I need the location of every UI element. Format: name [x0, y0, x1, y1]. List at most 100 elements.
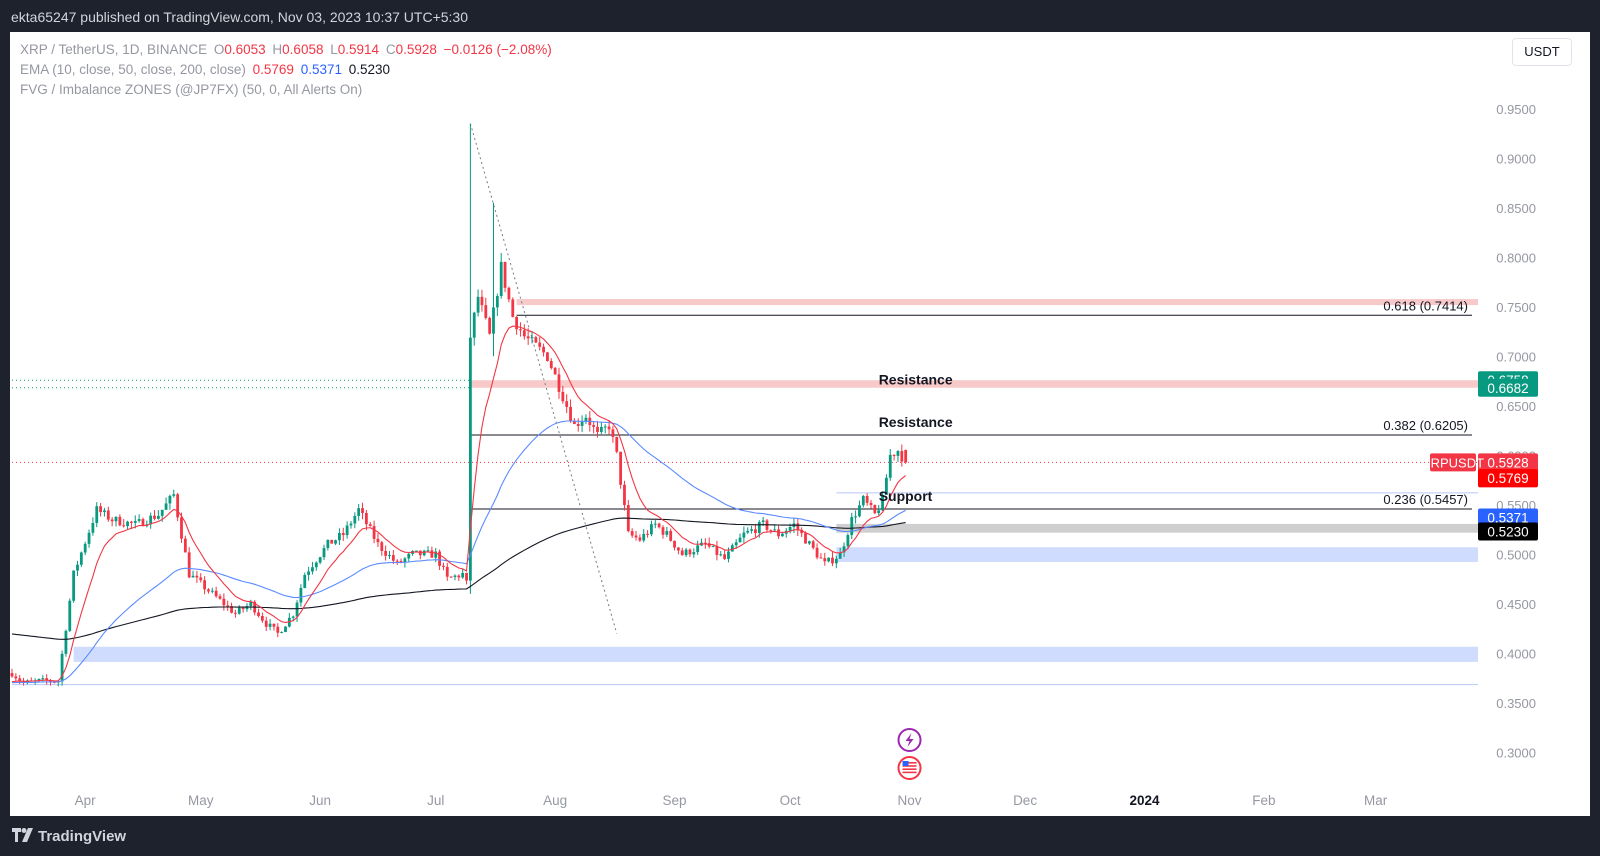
- candle-body: [738, 537, 742, 543]
- candle-body: [330, 539, 334, 544]
- candle-body: [534, 337, 538, 343]
- lightning-icon[interactable]: [897, 728, 922, 752]
- candle-body: [191, 575, 195, 578]
- candle-body: [746, 530, 750, 533]
- candle-body: [307, 571, 311, 575]
- candle-body: [45, 678, 49, 681]
- candle-body: [653, 523, 657, 525]
- candle-body: [14, 676, 18, 679]
- legend-ema-label[interactable]: EMA (10, close, 50, close, 200, close): [20, 62, 246, 77]
- legend-change: −0.0126 (−2.08%): [443, 42, 552, 57]
- candle-body: [858, 505, 861, 517]
- price-label-bg: [1478, 469, 1538, 488]
- candle-body: [318, 557, 322, 563]
- candle-body: [769, 529, 773, 531]
- candle-body: [295, 602, 299, 617]
- candle-body: [823, 558, 827, 562]
- candle-body: [234, 612, 237, 614]
- candle-body: [326, 539, 330, 549]
- candle-body: [353, 515, 357, 524]
- candle-body: [742, 532, 746, 538]
- candle-body: [345, 525, 349, 536]
- price-label-bg: [1478, 508, 1538, 527]
- candle-body: [557, 374, 561, 392]
- candle-body: [438, 551, 441, 566]
- candle-body: [538, 342, 542, 347]
- candle-body: [788, 527, 792, 531]
- candle-body: [723, 554, 727, 559]
- candle-body: [280, 632, 284, 634]
- fvg-zone-bullish: [73, 646, 1479, 662]
- candle-body: [187, 552, 191, 578]
- candle-body: [453, 575, 457, 577]
- y-axis-tick-label: 0.6500: [1496, 399, 1536, 414]
- candle-body: [565, 401, 569, 407]
- candle-body: [503, 261, 507, 288]
- candle-body: [865, 495, 869, 503]
- candle-body: [715, 545, 719, 556]
- candle-body: [37, 678, 41, 681]
- candle-body: [842, 546, 846, 553]
- candle-body: [133, 520, 137, 523]
- candle-body: [218, 596, 222, 599]
- candle-body: [461, 572, 465, 578]
- chart-panel[interactable]: [10, 32, 1590, 816]
- candle-body: [149, 515, 153, 525]
- candle-body: [727, 551, 730, 559]
- y-axis-tick-label: 0.7500: [1496, 300, 1536, 315]
- candle-body: [156, 515, 160, 519]
- candle-body: [322, 548, 326, 558]
- annotation-label: Resistance: [879, 371, 953, 387]
- legend-close: 0.5928: [395, 42, 437, 57]
- tradingview-brand[interactable]: TradingView: [38, 828, 127, 845]
- tradingview-logo-icon[interactable]: [12, 828, 34, 842]
- candle-body: [64, 630, 68, 654]
- candle-body: [734, 542, 738, 546]
- footer-bar: TradingView: [0, 816, 1600, 856]
- candle-body: [611, 429, 615, 437]
- candle-body: [276, 626, 280, 633]
- candle-body: [106, 510, 110, 520]
- candle-body: [495, 296, 499, 308]
- candle-body: [79, 552, 83, 565]
- candle-body: [711, 545, 715, 547]
- candle-body: [257, 612, 260, 617]
- legend-low: 0.5914: [337, 42, 380, 57]
- candle-body: [183, 538, 187, 553]
- legend-symbol[interactable]: XRP / TetherUS, 1D, BINANCE: [20, 42, 208, 57]
- candle-body: [869, 502, 873, 506]
- legend-high: 0.6058: [282, 42, 324, 57]
- legend-ema-row: EMA (10, close, 50, close, 200, close) 0…: [20, 60, 552, 80]
- price-axis-label: 0.6682: [1478, 378, 1538, 397]
- legend-ema50: 0.5371: [300, 62, 342, 77]
- y-axis-tick-label: 0.5000: [1496, 547, 1536, 562]
- legend-ema200: 0.5230: [348, 62, 391, 77]
- candle-body: [561, 391, 565, 402]
- candle-body: [484, 305, 488, 318]
- candle-body: [99, 506, 102, 513]
- candle-body: [834, 558, 838, 564]
- candle-body: [892, 454, 896, 456]
- candle-body: [110, 519, 114, 522]
- fvg-zone-bullish: [836, 523, 1478, 533]
- candle-body: [399, 560, 403, 563]
- candle-body: [480, 296, 484, 306]
- candle-body: [95, 506, 99, 523]
- candle-body: [176, 494, 180, 518]
- symbol-tag-bg: [1430, 453, 1476, 472]
- candle-body: [118, 516, 122, 526]
- candle-body: [730, 545, 734, 552]
- candle-body: [210, 590, 214, 592]
- candle-body: [87, 532, 91, 544]
- candle-body: [291, 616, 295, 618]
- legend-fvg-label[interactable]: FVG / Imbalance ZONES (@JP7FX) (50, 0, A…: [20, 82, 363, 97]
- candle-body: [757, 522, 761, 534]
- ema10-line: [11, 325, 907, 683]
- currency-unit-button[interactable]: USDT: [1512, 38, 1572, 66]
- candle-body: [630, 531, 634, 536]
- candle-body: [207, 589, 210, 592]
- candle-body: [338, 533, 341, 541]
- chart-legend: XRP / TetherUS, 1D, BINANCE O0.6053 H0.6…: [20, 40, 552, 100]
- us-flag-icon[interactable]: [897, 756, 922, 780]
